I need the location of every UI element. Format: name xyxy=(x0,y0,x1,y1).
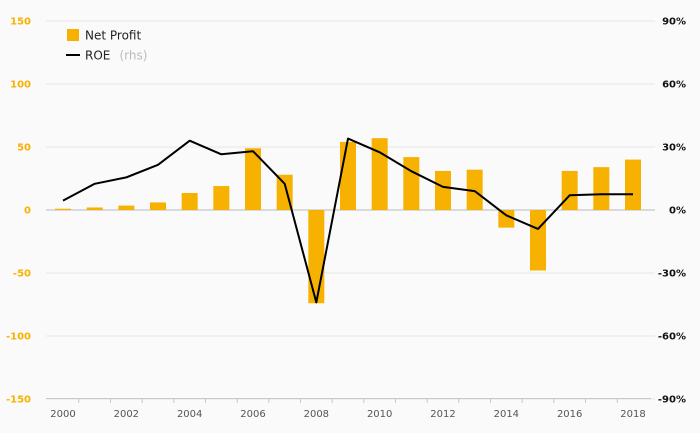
right-tick-label: -30% xyxy=(658,269,686,280)
net-profit-bars xyxy=(55,138,641,304)
net-profit-bar xyxy=(181,192,198,210)
right-tick-label: -90% xyxy=(658,395,686,406)
net-profit-bar xyxy=(340,141,356,210)
left-tick-label: -50 xyxy=(13,269,31,280)
net-profit-bar xyxy=(593,167,610,210)
x-tick-label: 2010 xyxy=(367,409,392,420)
legend-roe-name: ROE xyxy=(85,49,110,63)
net-profit-bar xyxy=(245,148,261,210)
net-profit-bar xyxy=(466,169,483,210)
right-tick-label: -60% xyxy=(658,332,686,343)
net-profit-bar xyxy=(150,202,166,210)
x-tick-label: 2006 xyxy=(240,409,265,420)
net-profit-bar xyxy=(213,186,230,210)
net-profit-bar xyxy=(530,210,546,271)
left-tick-label: 50 xyxy=(17,143,31,154)
left-tick-label: -100 xyxy=(6,332,31,343)
net-profit-bar xyxy=(561,170,578,210)
left-tick-label: 0 xyxy=(24,206,31,217)
net-profit-bar xyxy=(498,210,515,228)
x-tick-label: 2008 xyxy=(304,409,329,420)
legend-swatch-net-profit xyxy=(67,29,79,41)
left-axis: 150 100 50 0 -50 -100 -150 xyxy=(6,17,31,406)
x-tick-label: 2000 xyxy=(50,409,75,420)
right-tick-label: 0% xyxy=(669,206,686,217)
x-axis: 2000 2002 2004 2006 2008 2010 2012 2014 2016 2018 xyxy=(46,398,651,420)
right-tick-label: 90% xyxy=(662,17,686,28)
right-tick-label: 60% xyxy=(662,80,686,91)
left-tick-label: -150 xyxy=(6,395,31,406)
x-tick-label: 2018 xyxy=(620,409,645,420)
net-profit-bar xyxy=(55,208,71,210)
x-tick-label: 2002 xyxy=(114,409,139,420)
legend-label-net-profit: Net Profit xyxy=(85,29,141,43)
x-tick-label: 2004 xyxy=(177,409,202,420)
right-tick-label: 30% xyxy=(662,143,686,154)
legend-label-roe: ROE (rhs) xyxy=(85,45,147,64)
net-profit-bar xyxy=(435,170,451,210)
net-profit-bar xyxy=(118,205,135,210)
net-profit-bar xyxy=(403,157,420,210)
roe-line-series xyxy=(62,137,634,304)
x-tick-label: 2016 xyxy=(557,409,582,420)
legend: Net Profit ROE (rhs) xyxy=(66,29,147,64)
x-tick-label: 2014 xyxy=(494,409,519,420)
net-profit-bar xyxy=(86,207,103,210)
net-profit-bar xyxy=(371,138,388,210)
net-profit-bar xyxy=(625,159,641,210)
left-tick-label: 100 xyxy=(10,80,31,91)
right-axis: 90% 60% 30% 0% -30% -60% -90% xyxy=(658,17,686,406)
left-tick-label: 150 xyxy=(10,17,31,28)
legend-roe-suffix: (rhs) xyxy=(119,49,147,63)
net-profit-bar xyxy=(308,210,325,304)
x-tick-label: 2012 xyxy=(430,409,455,420)
